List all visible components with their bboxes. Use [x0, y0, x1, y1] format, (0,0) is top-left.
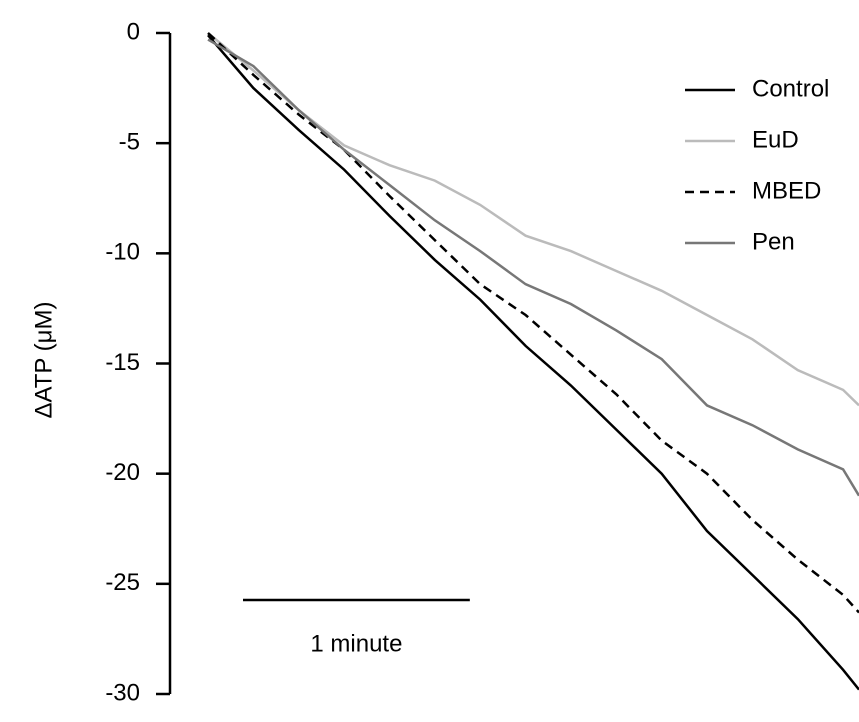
- series-line: [207, 38, 859, 497]
- y-tick-label: -25: [105, 569, 140, 596]
- y-tick-label: -5: [119, 129, 140, 156]
- y-axis-label: ΔATP (μM): [30, 302, 57, 419]
- legend-label: MBED: [752, 177, 821, 204]
- legend-label: Pen: [752, 228, 795, 255]
- y-tick-label: -10: [105, 239, 140, 266]
- series-line: [207, 32, 859, 614]
- series-line: [207, 34, 859, 691]
- y-tick-label: -20: [105, 459, 140, 486]
- y-tick-label: 0: [127, 18, 140, 45]
- legend-label: Control: [752, 75, 829, 102]
- y-tick-label: -15: [105, 349, 140, 376]
- legend-label: EuD: [752, 126, 799, 153]
- scale-bar-label: 1 minute: [310, 630, 402, 657]
- series-line: [207, 32, 859, 407]
- y-tick-label: -30: [105, 679, 140, 706]
